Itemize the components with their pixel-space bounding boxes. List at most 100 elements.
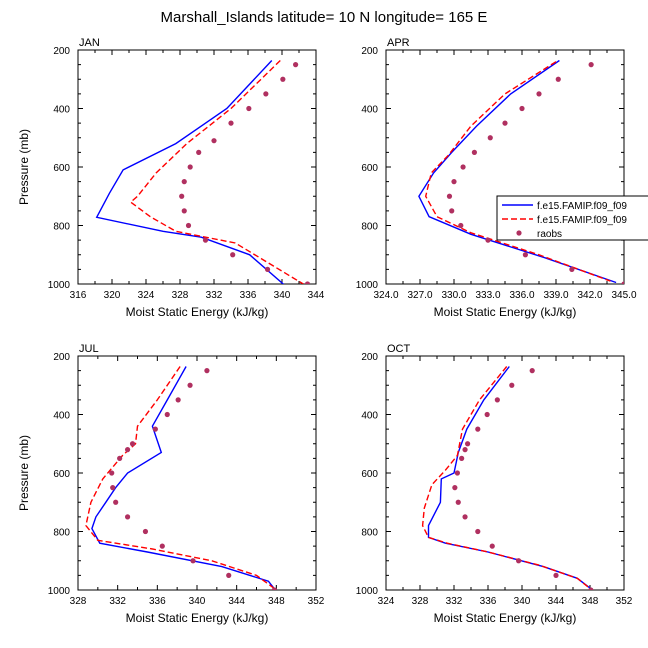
raobs-point bbox=[509, 382, 515, 388]
x-tick-label: 336 bbox=[240, 290, 257, 301]
x-tick-label: 328 bbox=[70, 596, 87, 607]
raobs-point bbox=[458, 222, 464, 229]
raobs-point bbox=[246, 105, 252, 112]
legend-label: f.e15.FAMIP.f09_f09 bbox=[537, 215, 627, 226]
panel-apr: APR 324.0 327.0 330.0 333.0 336.0 339.0 342.0 34… bbox=[356, 37, 637, 319]
raobs-point bbox=[181, 208, 187, 214]
raobs-point bbox=[164, 411, 170, 418]
raobs-point bbox=[484, 411, 490, 418]
x-tick-label: 330.0 bbox=[441, 290, 466, 301]
raobs-point bbox=[204, 368, 210, 374]
y-tick-label: 800 bbox=[361, 528, 378, 539]
raobs-point bbox=[280, 76, 286, 82]
y-tick-label: 600 bbox=[53, 469, 70, 480]
legend-label: f.e15.FAMIP.f09_f09 bbox=[537, 201, 627, 212]
raobs-point bbox=[451, 179, 457, 185]
raobs-point bbox=[462, 447, 468, 453]
raobs-point bbox=[569, 266, 575, 272]
raobs-point bbox=[489, 543, 495, 549]
legend: f.e15.FAMIP.f09_f09 f.e15.FAMIP.f09_f09ra… bbox=[496, 195, 648, 241]
raobs-point bbox=[109, 470, 115, 476]
raobs-point bbox=[129, 441, 136, 447]
raobs-point bbox=[181, 179, 187, 185]
legend-box bbox=[496, 195, 648, 241]
raobs-point bbox=[471, 149, 477, 155]
plot-frame bbox=[385, 49, 625, 285]
x-tick-label: 336.0 bbox=[509, 290, 534, 301]
model-line-dashed bbox=[85, 366, 275, 590]
panel-jan: JAN 316 320 324 328 332 336 340 344 200 400 600 800 1… bbox=[17, 37, 325, 319]
raobs-point bbox=[459, 455, 465, 461]
data-area bbox=[418, 59, 624, 284]
raobs-point bbox=[485, 237, 491, 243]
x-tick-label: 344 bbox=[308, 290, 325, 301]
raobs-point bbox=[117, 455, 123, 461]
raobs-point bbox=[185, 222, 192, 229]
raobs-point bbox=[293, 62, 299, 68]
x-tick-label: 328 bbox=[412, 596, 429, 607]
raobs-point bbox=[452, 485, 458, 491]
y-tick-label: 200 bbox=[53, 46, 70, 57]
raobs-point bbox=[264, 266, 271, 272]
x-tick-label: 332 bbox=[446, 596, 463, 607]
panel-jul: JUL 328 332 336 340 344 348 352 200 400 600 800 1000… bbox=[17, 343, 325, 625]
x-tick-label: 348 bbox=[582, 596, 599, 607]
x-tick-label: 352 bbox=[616, 596, 633, 607]
raobs-point bbox=[202, 237, 209, 243]
raobs-point bbox=[179, 193, 185, 199]
model-line-dashed bbox=[421, 366, 591, 590]
raobs-point bbox=[487, 135, 493, 141]
x-tick-label: 352 bbox=[308, 596, 325, 607]
x-tick-label: 340 bbox=[274, 290, 291, 301]
x-tick-label: 320 bbox=[104, 290, 121, 301]
raobs-point bbox=[190, 558, 196, 564]
x-tick-label: 332 bbox=[109, 596, 126, 607]
raobs-point bbox=[110, 485, 116, 491]
raobs-point bbox=[446, 193, 453, 199]
raobs-point bbox=[226, 572, 232, 578]
y-tick-label: 200 bbox=[361, 46, 378, 57]
legend-label: raobs bbox=[537, 229, 562, 240]
y-tick-label: 600 bbox=[361, 469, 378, 480]
model-line-solid bbox=[95, 60, 285, 284]
model-line-dashed bbox=[129, 59, 304, 284]
panel-label: APR bbox=[387, 37, 410, 49]
y-tick-label: 400 bbox=[53, 105, 70, 116]
raobs-point bbox=[228, 120, 234, 126]
raobs-point bbox=[142, 528, 149, 535]
panel-label: OCT bbox=[387, 343, 411, 355]
raobs-point bbox=[460, 164, 466, 170]
y-tick-label: 200 bbox=[53, 352, 70, 363]
x-axis-label: Moist Static Energy (kJ/kg) bbox=[126, 611, 269, 625]
y-tick-label: 1000 bbox=[356, 586, 379, 597]
raobs-point bbox=[271, 587, 277, 590]
model-line-dashed bbox=[424, 61, 611, 282]
raobs-point bbox=[475, 528, 481, 535]
raobs-point bbox=[211, 138, 217, 144]
raobs-point bbox=[449, 208, 455, 214]
y-tick-label: 400 bbox=[53, 411, 70, 422]
y-axis-label: Pressure (mb) bbox=[17, 435, 31, 511]
x-tick-label: 339.0 bbox=[543, 290, 568, 301]
y-tick-label: 1000 bbox=[356, 280, 379, 291]
y-tick-label: 800 bbox=[53, 222, 70, 233]
x-tick-label: 324 bbox=[378, 596, 395, 607]
y-tick-label: 200 bbox=[361, 352, 378, 363]
x-tick-label: 344 bbox=[228, 596, 245, 607]
x-tick-label: 340 bbox=[189, 596, 206, 607]
data-area bbox=[95, 59, 311, 284]
y-tick-label: 600 bbox=[53, 163, 70, 174]
panel-oct: OCT 324 328 332 336 340 344 348 352 200 400 600 800 1… bbox=[356, 343, 633, 625]
raobs-point bbox=[555, 76, 561, 82]
raobs-point bbox=[621, 281, 624, 284]
y-tick-label: 800 bbox=[53, 528, 70, 539]
raobs-point bbox=[494, 397, 500, 403]
raobs-point bbox=[124, 447, 131, 453]
raobs-point bbox=[187, 164, 193, 170]
raobs-point bbox=[553, 572, 559, 578]
raobs-point bbox=[304, 281, 311, 284]
x-tick-label: 340 bbox=[514, 596, 531, 607]
y-axis-label: Pressure (mb) bbox=[17, 129, 31, 205]
x-axis-label: Moist Static Energy (kJ/kg) bbox=[126, 305, 269, 319]
